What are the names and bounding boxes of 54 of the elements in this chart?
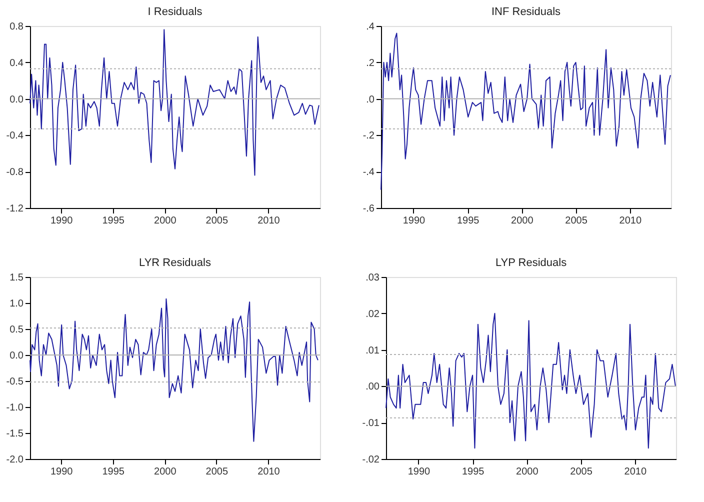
chart-title: INF Residuals — [491, 6, 562, 18]
x-tick-label: 2000 — [511, 216, 534, 226]
y-tick-label: 1.0 — [10, 298, 24, 310]
x-tick-label: 1995 — [102, 216, 125, 226]
line-series — [380, 32, 671, 190]
x-tick-label: 1990 — [50, 216, 74, 226]
y-tick-label: .4 — [366, 22, 375, 32]
y-tick-label: -0.5 — [6, 376, 24, 388]
x-tick-label: 2005 — [565, 216, 588, 226]
y-tick-label: 0.8 — [10, 22, 24, 32]
x-tick-label: 2000 — [154, 466, 177, 478]
y-tick-label: -.4 — [362, 167, 375, 178]
x-tick-label: 2010 — [258, 466, 280, 478]
x-tick-label: 2010 — [258, 216, 280, 226]
y-tick-label: 0.5 — [10, 324, 24, 336]
y-tick-label: .01 — [366, 345, 380, 356]
y-tick-label: .03 — [366, 272, 380, 284]
line-series — [30, 298, 318, 442]
y-tick-label: .0 — [366, 94, 375, 106]
y-tick-label: 0.0 — [10, 350, 24, 362]
x-tick-label: 2010 — [624, 466, 647, 478]
y-tick-label: -.6 — [362, 204, 375, 214]
y-tick-label: -1.5 — [6, 428, 24, 440]
y-tick-label: -2.0 — [6, 454, 24, 466]
y-tick-label: -0.4 — [6, 130, 24, 142]
x-tick-label: 1995 — [456, 216, 480, 226]
y-tick-label: -1.0 — [6, 402, 24, 414]
x-tick-label: 1995 — [462, 466, 485, 478]
x-tick-label: 2000 — [154, 216, 177, 226]
x-tick-label: 1990 — [402, 216, 426, 226]
x-tick-label: 1990 — [50, 466, 74, 478]
chart-title: LYR Residuals — [139, 257, 212, 269]
y-tick-label: .2 — [366, 58, 375, 69]
y-tick-label: 0.4 — [10, 58, 24, 69]
line-series — [386, 312, 676, 449]
x-tick-label: 2010 — [619, 216, 642, 226]
x-tick-label: 2005 — [570, 466, 593, 478]
line-series — [30, 29, 320, 176]
x-tick-label: 1995 — [102, 466, 125, 478]
y-tick-label: -0.8 — [6, 167, 24, 178]
y-tick-label: -1.2 — [6, 204, 24, 214]
y-tick-label: -.02 — [362, 454, 380, 466]
y-tick-label: -.2 — [362, 130, 375, 142]
y-tick-label: .00 — [366, 382, 380, 393]
y-tick-label: 1.5 — [10, 272, 24, 284]
chart-title: LYP Residuals — [495, 257, 568, 269]
x-tick-label: 2000 — [516, 466, 539, 478]
y-tick-label: .02 — [366, 308, 380, 320]
x-tick-label: 2005 — [206, 466, 228, 478]
chart-title: I Residuals — [148, 6, 203, 18]
x-tick-label: 2005 — [206, 216, 228, 226]
y-tick-label: 0.0 — [10, 94, 24, 106]
y-tick-label: -.01 — [362, 418, 380, 430]
x-tick-label: 1990 — [408, 466, 431, 478]
